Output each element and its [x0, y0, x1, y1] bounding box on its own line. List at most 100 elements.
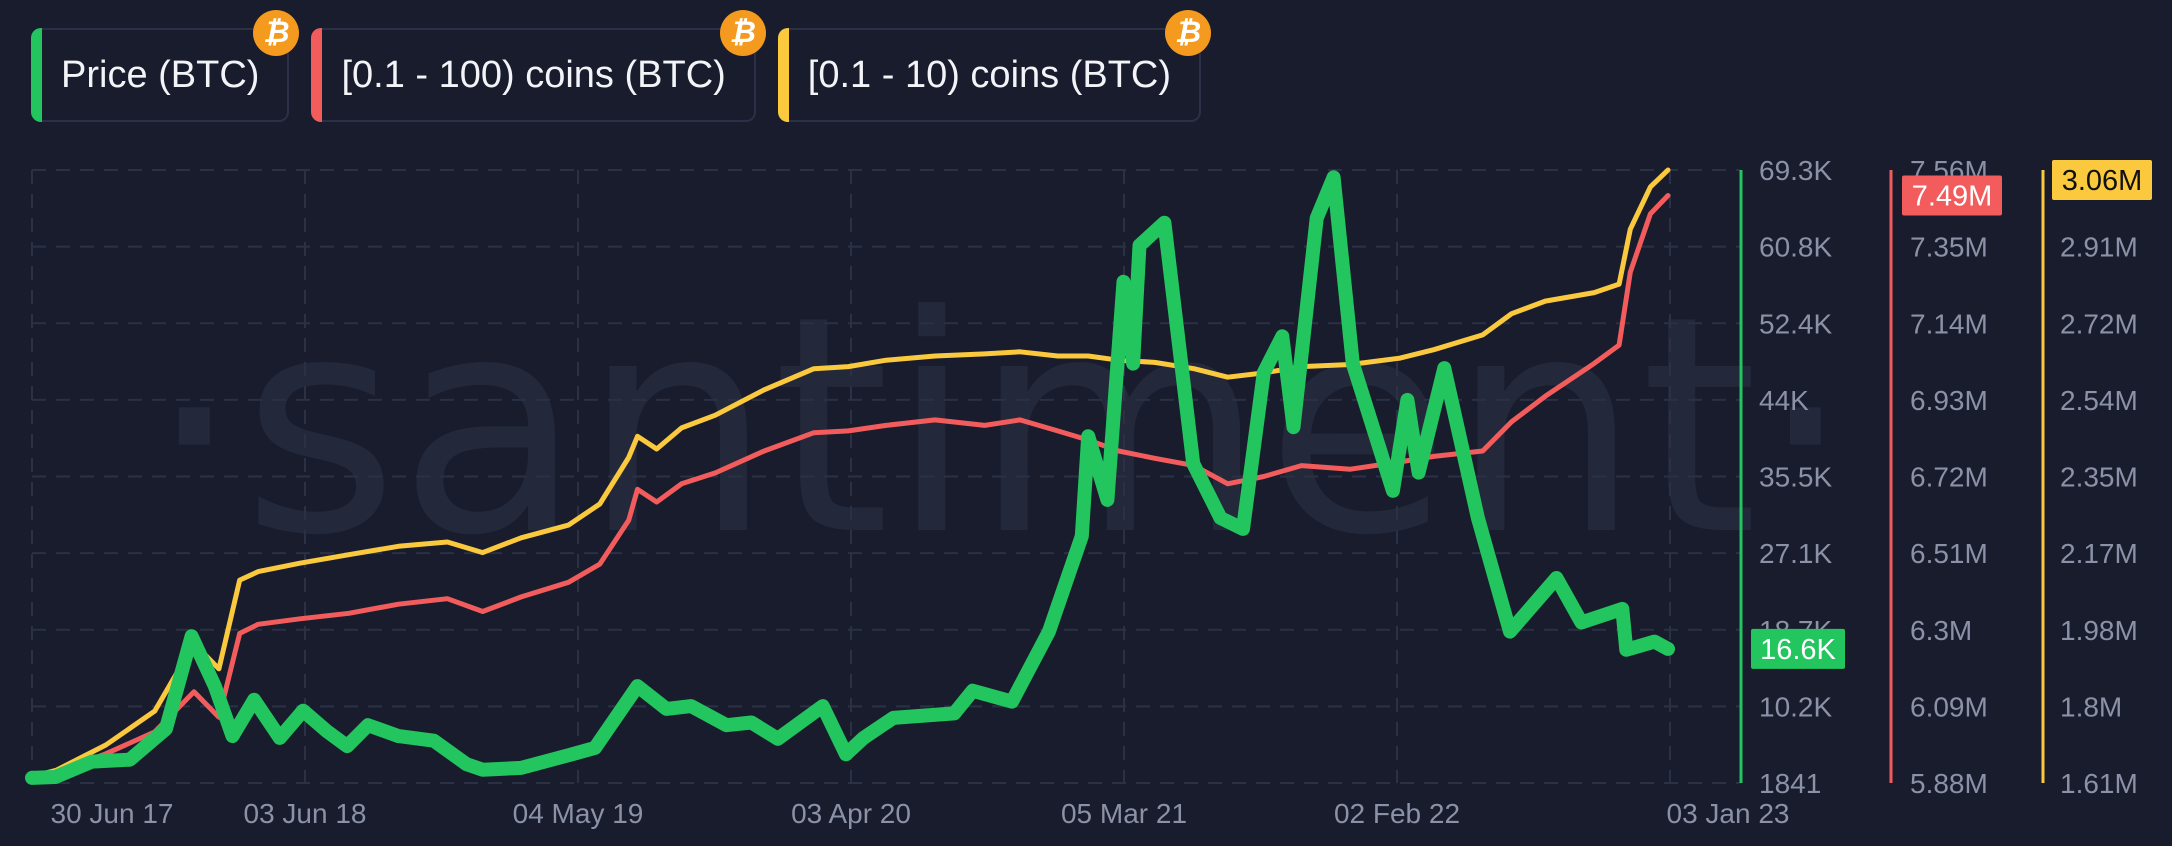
- data-point: [520, 536, 523, 539]
- legend-item-coins-100[interactable]: [0.1 - 100) coins (BTC) ₿: [311, 10, 766, 122]
- y-tick-label: 52.4K: [1759, 308, 1832, 339]
- data-point: [724, 723, 728, 727]
- data-point: [1300, 464, 1303, 467]
- data-point: [230, 734, 234, 738]
- data-point: [655, 448, 658, 451]
- legend-color-bar: [31, 28, 42, 122]
- data-point: [983, 424, 986, 427]
- y-tick-label: 6.93M: [1910, 385, 1988, 416]
- legend-color-bar: [311, 28, 323, 122]
- data-point: [1667, 169, 1669, 171]
- data-point: [1618, 283, 1621, 286]
- data-point: [1593, 362, 1596, 365]
- data-point: [885, 359, 888, 362]
- data-point: [192, 690, 195, 693]
- data-point: [1481, 449, 1484, 452]
- x-axis: 30 Jun 17 03 Jun 18 04 May 19 03 Apr 20 05 M…: [51, 798, 1790, 829]
- y-tick-label: 7.14M: [1910, 308, 1988, 339]
- x-tick-label: 02 Feb 22: [1334, 798, 1460, 829]
- data-point: [128, 758, 132, 762]
- data-point: [934, 355, 937, 358]
- y-tick-label: 1.8M: [2060, 691, 2122, 722]
- data-point: [1652, 640, 1656, 644]
- data-point: [680, 426, 683, 429]
- data-point: [1510, 420, 1513, 423]
- data-point: [1593, 291, 1596, 294]
- data-point: [217, 667, 220, 670]
- data-point: [1226, 376, 1229, 379]
- data-point: [885, 424, 888, 427]
- data-point: [347, 553, 350, 556]
- legend-label: [0.1 - 10) coins (BTC): [807, 53, 1172, 96]
- data-point: [1405, 398, 1409, 402]
- data-point: [1162, 221, 1166, 225]
- x-tick-label: 30 Jun 17: [51, 798, 174, 829]
- data-point: [1666, 647, 1670, 651]
- data-point: [635, 684, 639, 688]
- legend-item-coins-10[interactable]: [0.1 - 10) coins (BTC) ₿: [777, 10, 1212, 122]
- data-point: [164, 727, 168, 731]
- data-point: [680, 482, 683, 485]
- data-point: [1624, 648, 1628, 652]
- data-point: [278, 736, 282, 740]
- y-tick-label: 27.1K: [1759, 538, 1832, 569]
- current-value-badge: [1902, 175, 2002, 216]
- y-tick-label: 35.5K: [1759, 462, 1832, 493]
- data-point: [1476, 516, 1480, 520]
- data-point: [1417, 471, 1421, 475]
- data-point: [1579, 621, 1583, 625]
- data-point: [30, 776, 34, 780]
- data-point: [1432, 455, 1435, 458]
- y-tick-label: 44K: [1759, 385, 1809, 416]
- data-point: [983, 352, 986, 355]
- data-point: [655, 501, 658, 504]
- data-point: [396, 734, 400, 738]
- data-point: [1629, 271, 1632, 274]
- data-point: [1351, 362, 1355, 366]
- data-point: [763, 449, 766, 452]
- data-point: [862, 736, 866, 740]
- data-point: [636, 435, 639, 438]
- current-value-label: 3.06M: [2062, 165, 2143, 197]
- x-tick-label: 03 Jan 23: [1667, 798, 1790, 829]
- data-point: [1087, 355, 1090, 358]
- data-point: [847, 429, 850, 432]
- y-tick-label: 6.51M: [1910, 538, 1988, 569]
- y-tick-label: 5.88M: [1910, 768, 1988, 799]
- data-point: [446, 541, 449, 544]
- data-point: [1056, 355, 1059, 358]
- data-point: [689, 704, 693, 708]
- data-point: [1019, 350, 1022, 353]
- data-point: [298, 562, 301, 565]
- data-point: [1291, 425, 1295, 429]
- data-point: [298, 617, 301, 620]
- data-point: [891, 716, 895, 720]
- data-point: [812, 367, 815, 370]
- data-point: [1555, 576, 1559, 580]
- data-point: [257, 623, 260, 626]
- bitcoin-icon: ₿: [719, 10, 766, 56]
- data-point: [627, 519, 630, 522]
- current-value-badge: [1751, 628, 1845, 669]
- data-point: [844, 752, 848, 756]
- data-point: [567, 524, 570, 527]
- data-point: [90, 760, 94, 764]
- data-point: [1138, 243, 1142, 247]
- data-point: [1153, 361, 1156, 364]
- data-point: [1332, 175, 1336, 179]
- data-point: [763, 388, 766, 391]
- data-point: [952, 711, 956, 715]
- data-point: [1080, 534, 1084, 538]
- legend-label: Price (BTC): [61, 53, 260, 96]
- data-point: [324, 729, 328, 733]
- data-point: [636, 488, 639, 491]
- y-tick-label: 6.09M: [1910, 691, 1988, 722]
- legend-item-price[interactable]: Price (BTC) ₿: [31, 10, 300, 122]
- legend-color-bar: [777, 28, 789, 122]
- legend-label: [0.1 - 100) coins (BTC): [341, 53, 726, 96]
- data-point: [519, 766, 523, 770]
- data-point: [821, 704, 825, 708]
- data-point: [1153, 457, 1156, 460]
- data-point: [446, 597, 449, 600]
